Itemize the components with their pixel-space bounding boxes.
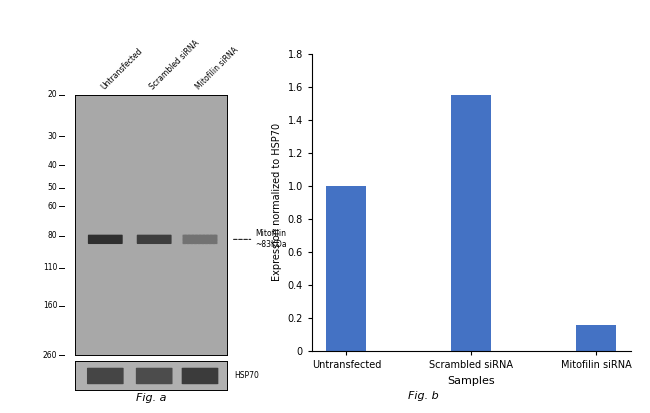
FancyBboxPatch shape (136, 368, 172, 384)
Text: 110: 110 (43, 263, 57, 273)
FancyBboxPatch shape (88, 235, 123, 244)
FancyBboxPatch shape (136, 235, 172, 244)
FancyBboxPatch shape (181, 368, 218, 384)
Text: 60: 60 (47, 202, 57, 211)
Text: Fig. a: Fig. a (136, 393, 166, 403)
Y-axis label: Expression normalized to HSP70: Expression normalized to HSP70 (272, 123, 282, 281)
Bar (326, 186, 367, 351)
Text: Scrambled siRNA: Scrambled siRNA (148, 38, 201, 91)
Text: 40: 40 (47, 161, 57, 170)
Text: Mitofilin
~83KDa: Mitofilin ~83KDa (255, 229, 287, 249)
Text: 50: 50 (47, 183, 57, 192)
Text: 160: 160 (43, 301, 57, 311)
Text: Untransfected: Untransfected (99, 46, 144, 91)
Text: 80: 80 (48, 231, 57, 240)
Text: 20: 20 (48, 90, 57, 100)
Text: Fig. b: Fig. b (408, 392, 439, 401)
Text: 260: 260 (43, 351, 57, 360)
Text: 30: 30 (47, 132, 57, 140)
Bar (576, 325, 616, 351)
X-axis label: Samples: Samples (447, 376, 495, 386)
Bar (451, 95, 491, 351)
FancyBboxPatch shape (183, 235, 217, 244)
Text: Mitofilin siRNA: Mitofilin siRNA (194, 45, 240, 91)
FancyBboxPatch shape (87, 368, 124, 384)
Text: HSP70: HSP70 (234, 371, 259, 380)
